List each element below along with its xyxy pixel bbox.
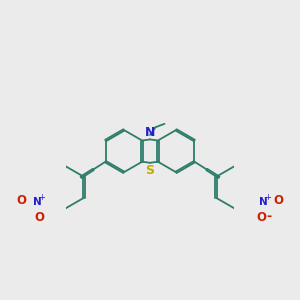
Text: +: +	[264, 194, 271, 202]
Text: O: O	[257, 212, 267, 224]
Text: O: O	[34, 212, 44, 224]
Text: O: O	[16, 194, 26, 207]
Text: O: O	[274, 194, 284, 207]
Text: S: S	[146, 164, 154, 177]
Text: +: +	[38, 194, 45, 202]
Text: N: N	[33, 197, 41, 207]
Text: N: N	[259, 197, 267, 207]
Text: N: N	[145, 126, 155, 139]
Text: -: -	[266, 210, 271, 223]
